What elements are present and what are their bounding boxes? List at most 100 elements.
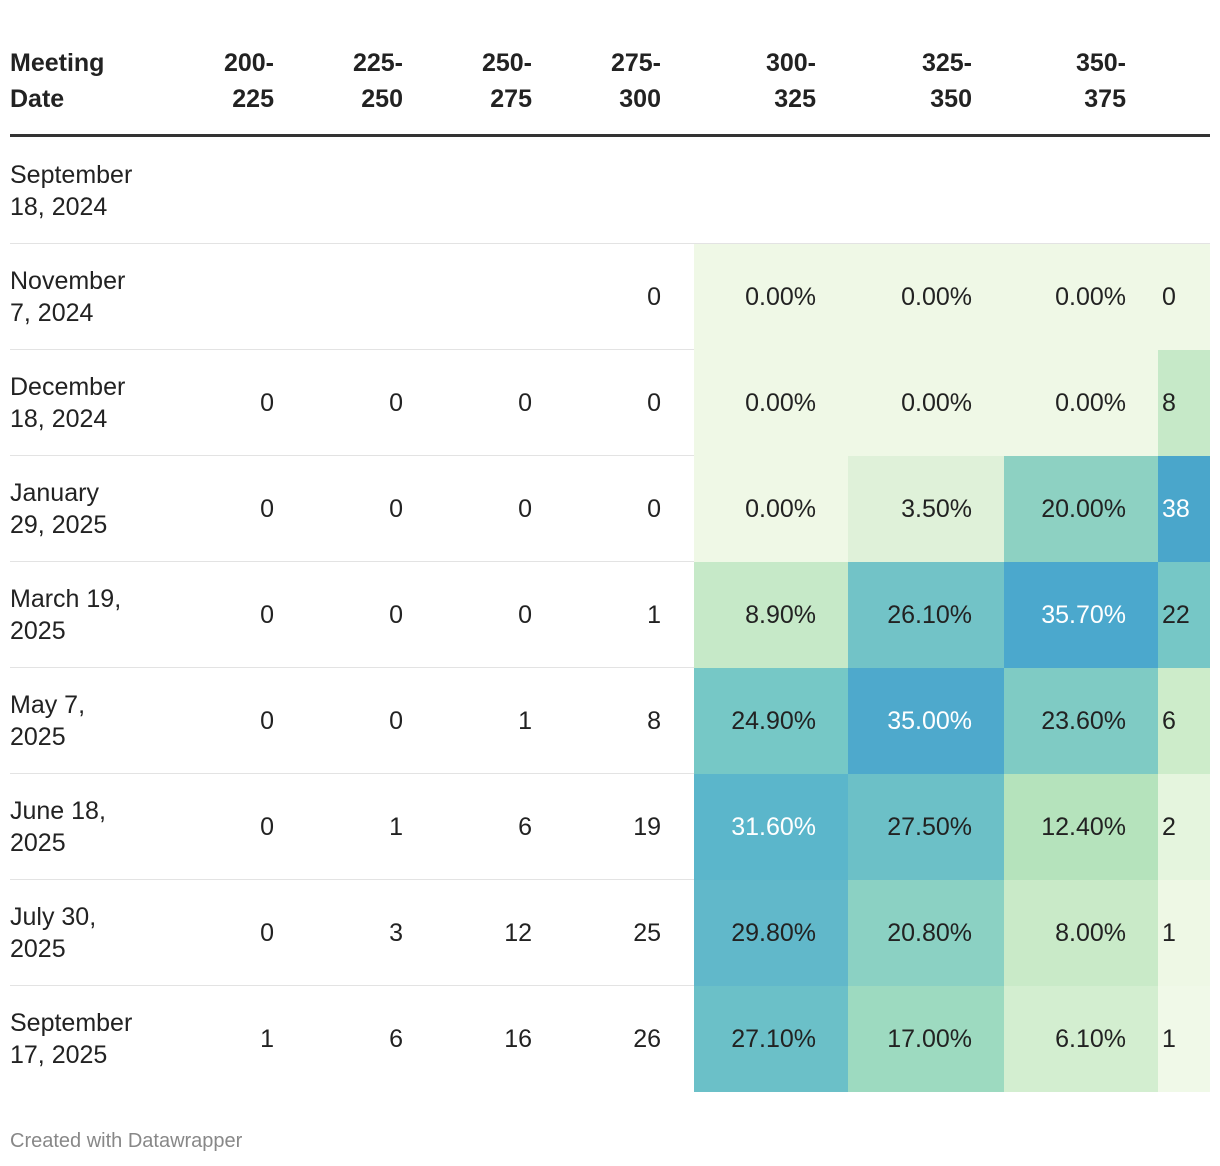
heat-cell: 23.60% [1004, 668, 1158, 774]
cell-text: 0 [518, 389, 532, 417]
heat-cell: 6 [1158, 668, 1210, 774]
heat-cell: 1 [1158, 986, 1210, 1092]
cell-text: 0 [647, 389, 661, 417]
cell-text: 0.00% [1055, 283, 1126, 311]
cell-text: 0 [389, 601, 403, 629]
cell-text: 1 [518, 707, 532, 735]
column-header: 225- 250 [352, 49, 403, 113]
footer: Created with Datawrapper [10, 1130, 243, 1152]
heat-cell: 27.50% [848, 774, 1004, 880]
heat-cell: 1 [1158, 880, 1210, 986]
cell-text: 8 [647, 707, 661, 735]
row-separator [10, 985, 1210, 986]
column-header: Meeting Date [10, 49, 105, 113]
cell-text: 1 [1162, 1025, 1176, 1053]
cell-text: 1 [260, 1025, 274, 1053]
cell-text: 1 [647, 601, 661, 629]
cell-text: 38 [1162, 495, 1190, 523]
cell-text: 35.00% [887, 707, 972, 735]
row-date: September 18, 2024 [10, 161, 133, 221]
cell-text: 24.90% [731, 707, 816, 735]
cell-text: 0 [647, 495, 661, 523]
header-rule [10, 134, 1210, 137]
cell-text: 0 [260, 601, 274, 629]
cell-text: 3 [389, 919, 403, 947]
cell-text: 0 [389, 389, 403, 417]
heat-cell: 8.90% [694, 562, 848, 668]
heat-cell: 35.70% [1004, 562, 1158, 668]
cell-text: 2 [1162, 813, 1176, 841]
cell-text: 29.80% [731, 919, 816, 947]
row-separator [10, 773, 1210, 774]
row-date: July 30, 2025 [10, 903, 97, 963]
cell-text: 0.00% [1055, 389, 1126, 417]
cell-text: 6 [1162, 707, 1176, 735]
cell-text: 3.50% [901, 495, 972, 523]
column-header: 250- 275 [481, 49, 532, 113]
heat-cell: 20.00% [1004, 456, 1158, 562]
cell-text: 0.00% [901, 389, 972, 417]
heat-cell: 17.00% [848, 986, 1004, 1092]
row-separator [10, 455, 1210, 456]
cell-text: 27.10% [731, 1025, 816, 1053]
cell-text: 0 [260, 389, 274, 417]
row-separator [10, 243, 1210, 244]
cell-text: 0 [260, 707, 274, 735]
cell-text: 6 [389, 1025, 403, 1053]
cell-text: 0 [260, 919, 274, 947]
heat-cell: 31.60% [694, 774, 848, 880]
cell-text: 0 [389, 707, 403, 735]
heat-cell: 35.00% [848, 668, 1004, 774]
cell-text: 0 [1162, 283, 1176, 311]
heat-cell: 0.00% [848, 350, 1004, 456]
cell-text: 0 [647, 283, 661, 311]
cell-text: 8 [1162, 389, 1176, 417]
cell-text: 0 [518, 495, 532, 523]
heat-cell: 26.10% [848, 562, 1004, 668]
heat-cell: 6.10% [1004, 986, 1158, 1092]
cell-text: 0 [518, 601, 532, 629]
heat-cell: 3.50% [848, 456, 1004, 562]
heat-cell: 8 [1158, 350, 1210, 456]
cell-text: 1 [389, 813, 403, 841]
row-date: June 18, 2025 [10, 797, 106, 857]
row-date: December 18, 2024 [10, 373, 126, 433]
cell-text: 1 [1162, 919, 1176, 947]
cell-text: 8.90% [745, 601, 816, 629]
row-date: January 29, 2025 [10, 479, 108, 539]
heat-cell: 24.90% [694, 668, 848, 774]
column-header: 200- 225 [223, 49, 274, 113]
row-date: September 17, 2025 [10, 1009, 133, 1069]
cell-text: 6 [518, 813, 532, 841]
heat-cell: 0.00% [694, 350, 848, 456]
cell-text: 0.00% [901, 283, 972, 311]
cell-text: 12.40% [1041, 813, 1126, 841]
heat-cell: 22 [1158, 562, 1210, 668]
cell-text: 23.60% [1041, 707, 1126, 735]
cell-text: 27.50% [887, 813, 972, 841]
cell-text: 35.70% [1041, 601, 1126, 629]
cell-text: 8.00% [1055, 919, 1126, 947]
cell-text: 6.10% [1055, 1025, 1126, 1053]
heat-cell: 0.00% [1004, 244, 1158, 350]
table: Meeting Date 200- 225 225- 250 250- 275 275-… [10, 49, 1210, 1092]
cell-text: 12 [504, 919, 532, 947]
heat-cell: 0 [1158, 244, 1210, 350]
cell-text: 0.00% [745, 389, 816, 417]
cell-text: 20.00% [1041, 495, 1126, 523]
row-separator [10, 349, 1210, 350]
row-date: November 7, 2024 [10, 267, 126, 327]
heat-cell: 27.10% [694, 986, 848, 1092]
heat-cell: 0.00% [694, 244, 848, 350]
cell-text: 17.00% [887, 1025, 972, 1053]
cell-text: 31.60% [731, 813, 816, 841]
cell-text: 0.00% [745, 283, 816, 311]
cell-text: 26 [633, 1025, 661, 1053]
cell-text: 0 [260, 495, 274, 523]
cell-text: 0 [260, 813, 274, 841]
column-header: 300- 325 [765, 49, 816, 113]
cell-text: 0 [389, 495, 403, 523]
row-date: March 19, 2025 [10, 585, 122, 645]
heat-cell: 2 [1158, 774, 1210, 880]
